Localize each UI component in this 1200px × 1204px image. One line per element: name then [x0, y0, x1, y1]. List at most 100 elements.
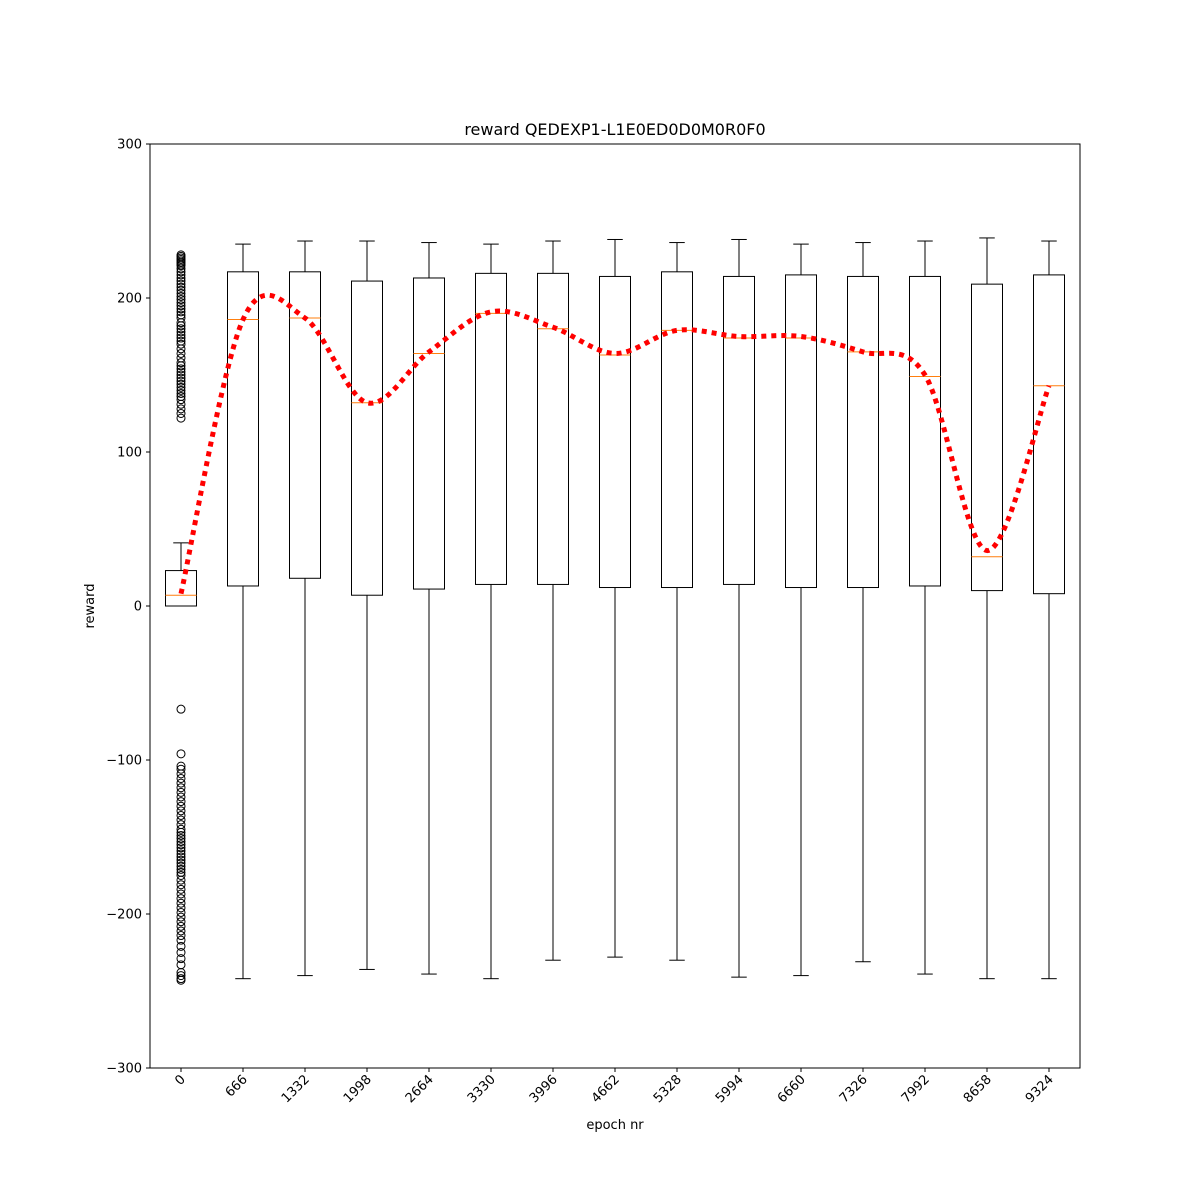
flier-point: [176, 801, 186, 811]
box-7992: [909, 240, 941, 975]
flier-point: [176, 871, 186, 880]
flier-point: [176, 327, 186, 337]
flier-point: [176, 921, 186, 931]
iqr-box: [971, 283, 1003, 592]
x-tick-label: 4662: [589, 1072, 623, 1106]
median-trend-line: [178, 292, 1052, 595]
flier-point: [176, 894, 186, 904]
flier-point: [176, 399, 186, 409]
flier-point: [176, 367, 186, 377]
flier-point: [176, 376, 186, 386]
y-tick-label: 0: [134, 600, 142, 615]
y-tick-label: 200: [117, 292, 142, 307]
flier-point: [176, 773, 186, 783]
flier-point: [176, 264, 186, 274]
flier-point: [176, 285, 186, 295]
iqr-box: [227, 271, 259, 587]
flier-point: [176, 843, 186, 853]
x-tick-label: 0: [172, 1072, 188, 1088]
x-tick-label: 2664: [403, 1072, 437, 1106]
chart-title: reward QEDEXP1-L1E0ED0D0M0R0F0: [464, 120, 765, 139]
iqr-box: [599, 275, 631, 589]
flier-point: [176, 820, 186, 830]
box-1998: [351, 240, 383, 970]
iqr-box: [289, 271, 321, 579]
flier-point: [176, 704, 186, 714]
flier-point: [176, 382, 186, 392]
flier-point: [176, 806, 186, 816]
box-6660: [785, 243, 817, 977]
flier-point: [176, 960, 186, 970]
flier-point: [176, 846, 186, 856]
x-tick-label: 9324: [1023, 1072, 1057, 1106]
y-tick-label: −300: [106, 1062, 142, 1077]
box-4662: [599, 238, 631, 958]
iqr-box: [661, 271, 693, 589]
flier-point: [176, 824, 186, 834]
flier-point: [176, 385, 186, 395]
box-0: [165, 542, 197, 607]
flier-point: [176, 827, 186, 837]
box-7326: [847, 242, 879, 963]
iqr-box: [165, 570, 197, 607]
flier-point: [176, 852, 186, 862]
flier-point: [176, 370, 186, 380]
flier-point: [176, 413, 186, 423]
flier-point: [176, 339, 186, 349]
iqr-box: [1033, 274, 1065, 595]
flier-point: [176, 353, 186, 363]
flier-point: [176, 912, 186, 922]
flier-point: [176, 749, 186, 759]
flier-point: [176, 769, 186, 779]
x-tick-label: 8658: [961, 1072, 995, 1106]
flier-point: [176, 348, 186, 358]
fliers-layer: [176, 250, 186, 985]
x-tick-label: 7992: [899, 1072, 933, 1106]
x-tick-label: 1332: [279, 1072, 313, 1106]
flier-point: [176, 388, 186, 398]
flier-point: [176, 783, 186, 793]
y-tick-label: 100: [117, 446, 142, 461]
flier-point: [176, 288, 186, 298]
iqr-box: [785, 274, 817, 589]
flier-point: [176, 880, 186, 890]
iqr-box: [537, 272, 569, 585]
flier-point: [176, 379, 186, 389]
boxes-layer: [165, 237, 1065, 980]
flier-point: [176, 344, 186, 354]
box-3330: [475, 243, 507, 980]
iqr-box: [909, 275, 941, 587]
flier-point: [176, 778, 186, 788]
x-tick-label: 7326: [837, 1072, 871, 1106]
y-tick-label: 300: [117, 138, 142, 153]
box-9324: [1033, 240, 1065, 980]
flier-point: [176, 787, 186, 797]
flier-point: [176, 307, 186, 317]
flier-point: [176, 404, 186, 414]
flier-point: [176, 301, 186, 311]
box-3996: [537, 240, 569, 961]
flier-point: [176, 975, 186, 985]
flier-point: [176, 261, 186, 271]
flier-point: [176, 279, 186, 289]
flier-point: [176, 858, 186, 868]
flier-point: [176, 884, 186, 894]
flier-point: [176, 840, 186, 850]
flier-point: [176, 907, 186, 917]
flier-point: [176, 358, 186, 368]
flier-point: [176, 903, 186, 913]
iqr-box: [413, 277, 445, 590]
y-axis: −300 −200 −100 0 100 200 300: [106, 138, 150, 1077]
flier-point: [176, 954, 186, 964]
y-axis-label: reward: [83, 583, 98, 628]
flier-point: [176, 330, 186, 340]
flier-point: [176, 875, 186, 885]
x-tick-label: 5328: [651, 1072, 685, 1106]
x-tick-label: 666: [223, 1072, 251, 1100]
flier-point: [176, 797, 186, 807]
iqr-box: [723, 275, 755, 585]
flier-point: [176, 855, 186, 865]
flier-point: [176, 971, 186, 981]
